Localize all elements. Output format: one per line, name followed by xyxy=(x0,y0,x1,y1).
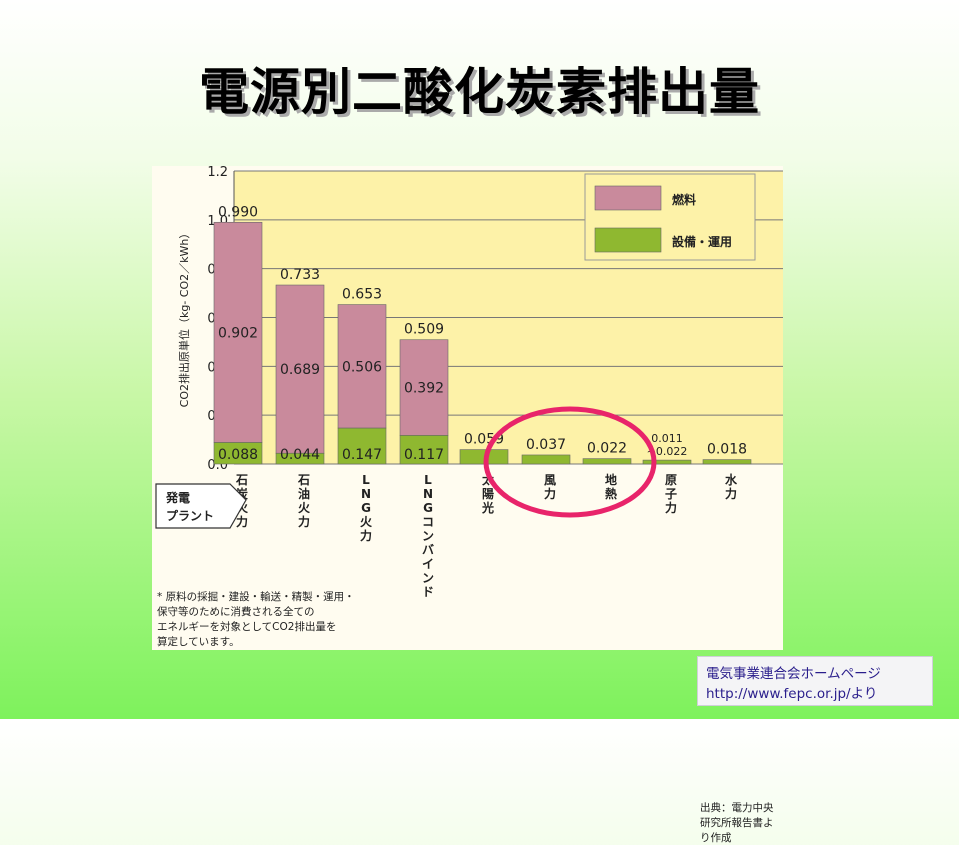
category-label-char: 石 xyxy=(235,473,248,487)
page-title: 電源別二酸化炭素排出量 xyxy=(199,63,760,121)
total-value-label: 0.990 xyxy=(218,204,258,220)
total-value-label: 0.018 xyxy=(707,442,747,458)
category-label-char: コ xyxy=(422,515,434,529)
category-label-char: 石 xyxy=(297,473,310,487)
fuel-value-label: 0.506 xyxy=(342,359,382,375)
category-label-char: N xyxy=(423,487,433,501)
source-note: 出典：電力中央研究所報告書より作成 xyxy=(700,802,774,844)
category-label-char: ド xyxy=(422,585,434,599)
total-value-label: ~0.022 xyxy=(647,445,688,458)
bar-operations xyxy=(275,452,325,465)
fuel-value-label: 0.902 xyxy=(218,325,258,341)
category-label-char: 風 xyxy=(544,473,556,487)
footnote: * 原料の採掘・建設・輸送・精製・運用・ 保守等のために消費される全ての エネル… xyxy=(157,591,355,648)
legend-swatch-operations xyxy=(594,227,662,253)
x-axis-title-arrow xyxy=(155,483,247,529)
total-value-label: 0.509 xyxy=(404,322,444,338)
bar-operations xyxy=(213,442,263,465)
y-axis-label: CO2排出原単位（kg- CO2／kWh） xyxy=(177,228,191,408)
category-label-char: G xyxy=(423,501,433,515)
total-value-label: 0.733 xyxy=(280,267,320,283)
bar-operations xyxy=(702,459,752,465)
legend-swatch-fuel xyxy=(594,185,662,211)
category-label-char: 力 xyxy=(360,528,372,543)
credit-box: 電気事業連合会ホームページ http://www.fepc.or.jp/より xyxy=(697,656,933,706)
category-label-char: 地 xyxy=(605,472,617,487)
bar-operations xyxy=(399,435,449,465)
operations-value-label: 0.088 xyxy=(218,447,258,463)
category-label-char: 力 xyxy=(725,486,737,501)
total-value-label: 0.022 xyxy=(587,441,627,457)
category-label-char: L xyxy=(362,473,370,487)
operations-value-label: 0.044 xyxy=(280,447,320,463)
category-label-char: バ xyxy=(422,543,434,557)
x-axis-title-line2: プラント xyxy=(166,508,214,523)
category-label-char: G xyxy=(361,501,371,515)
category-label-char: 力 xyxy=(544,486,556,501)
annotation-circle xyxy=(483,406,657,518)
category-label-char: 力 xyxy=(298,514,310,529)
y-tick-label: 1.2 xyxy=(207,166,228,180)
fuel-value-label: 0.689 xyxy=(280,362,320,378)
fuel-value-label: 0.392 xyxy=(404,381,444,397)
category-label-char: 水 xyxy=(725,472,738,487)
bar-operations xyxy=(521,454,571,465)
category-label-char: 原 xyxy=(665,473,677,487)
category-label-char: L xyxy=(424,473,432,487)
category-label-char: 子 xyxy=(665,487,677,501)
category-label-char: 熱 xyxy=(605,486,617,501)
bar-fuel xyxy=(337,304,387,429)
category-label-char: 火 xyxy=(360,515,373,529)
x-axis-title-line1: 発電 xyxy=(165,490,190,505)
category-label-char: N xyxy=(361,487,371,501)
operations-value-label: 0.147 xyxy=(342,447,382,463)
credit-line1: 電気事業連合会ホームページ xyxy=(706,666,881,682)
category-label-char: ン xyxy=(422,529,434,543)
category-label-char: イ xyxy=(422,557,434,571)
bar-operations xyxy=(337,427,387,465)
legend-label-operations: 設備・運用 xyxy=(672,234,732,249)
credit-line2: http://www.fepc.or.jp/より xyxy=(706,686,878,702)
category-label-char: 陽 xyxy=(482,487,494,501)
total-value-label: 0.011 xyxy=(651,432,683,445)
bar-fuel xyxy=(275,284,325,454)
total-value-label: 0.653 xyxy=(342,287,382,303)
legend-label-fuel: 燃料 xyxy=(672,192,696,207)
total-value-label: 0.037 xyxy=(526,437,566,453)
bar-operations xyxy=(582,458,632,465)
bar-fuel xyxy=(213,221,263,443)
bar-operations xyxy=(642,459,692,465)
category-label-char: 火 xyxy=(298,501,311,515)
category-label-char: ン xyxy=(422,571,434,585)
category-label-char: 光 xyxy=(481,500,494,515)
category-label-char: 油 xyxy=(298,486,310,501)
operations-value-label: 0.117 xyxy=(404,447,444,463)
category-label-char: 力 xyxy=(236,514,248,529)
category-label-char: 力 xyxy=(665,500,677,515)
